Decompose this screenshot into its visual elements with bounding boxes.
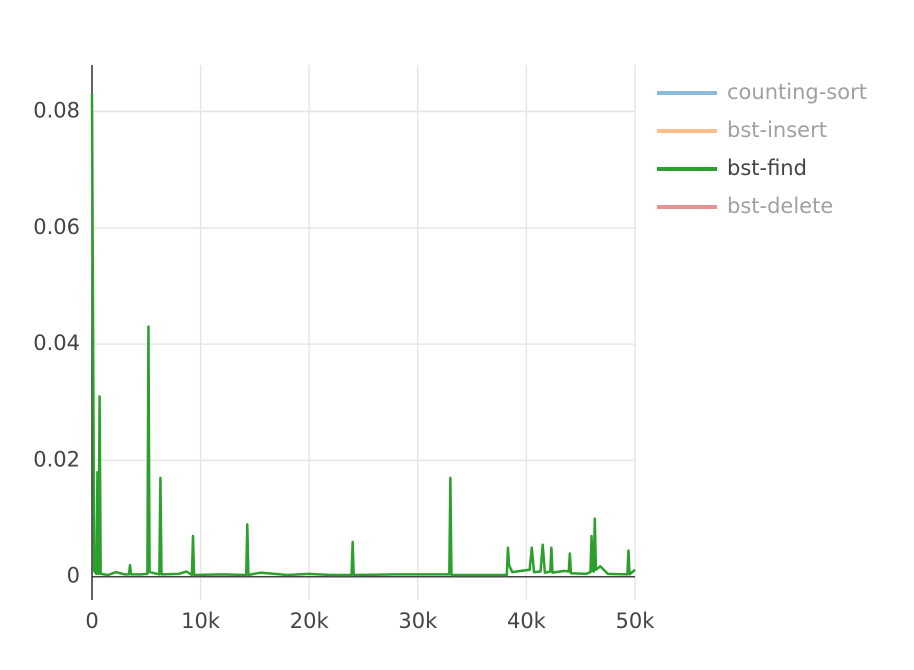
y-tick-label: 0.06 [33, 215, 80, 239]
line-series [90, 94, 636, 577]
x-tick-label: 30k [398, 609, 438, 633]
x-tick-label: 40k [507, 609, 547, 633]
y-tick-label: 0.02 [33, 447, 80, 471]
legend-label[interactable]: bst-delete [727, 194, 833, 218]
legend-label[interactable]: counting-sort [727, 80, 867, 104]
x-tick-label: 10k [181, 609, 221, 633]
legend-label[interactable]: bst-find [727, 156, 807, 180]
legend-label[interactable]: bst-insert [727, 118, 827, 142]
y-tick-label: 0 [67, 564, 80, 588]
x-tick-label: 0 [85, 609, 98, 633]
x-tick-label: 20k [290, 609, 330, 633]
y-tick-label: 0.04 [33, 331, 80, 355]
x-tick-label: 50k [616, 609, 656, 633]
y-tick-label: 0.08 [33, 99, 80, 123]
